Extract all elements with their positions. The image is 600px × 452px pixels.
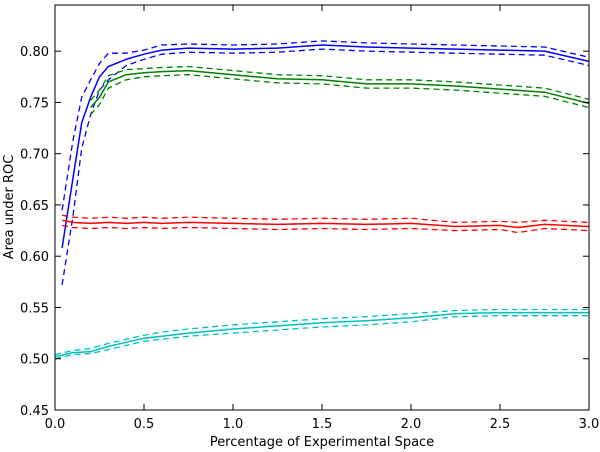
- series-2-upper-line: [61, 214, 590, 224]
- x-tick-label: 1.0: [223, 417, 244, 432]
- series-1-lower-line: [90, 74, 590, 116]
- series-layer: [54, 40, 590, 360]
- series-1-mean-line: [90, 69, 590, 108]
- series-0-mean-line: [61, 44, 590, 249]
- y-tick-label: 0.70: [20, 148, 49, 163]
- x-tick-label: 0.0: [45, 417, 66, 432]
- series-0-upper-line: [61, 40, 590, 211]
- x-tick-label: 2.0: [401, 417, 422, 432]
- x-tick-label: 0.5: [134, 417, 155, 432]
- plot-area: [55, 5, 589, 410]
- plot-frame: [54, 4, 590, 411]
- x-tick-label: 1.5: [312, 417, 333, 432]
- x-axis-label: Percentage of Experimental Space: [210, 435, 434, 450]
- series-2-lower-line: [61, 224, 590, 234]
- series-1-upper-line: [90, 65, 590, 101]
- y-tick-label: 0.65: [20, 199, 49, 214]
- tick-layer: 0.0 0.5 1.0 1.5 2.0 2.5 3.0 0.45 0.50 0.55 0.60 0.6…: [20, 5, 599, 432]
- series-3-mean-line: [54, 311, 589, 358]
- series-3-lower-line: [54, 315, 589, 360]
- series-3-upper-line: [54, 308, 589, 356]
- y-tick-label: 0.75: [20, 96, 49, 111]
- x-tick-label: 3.0: [579, 417, 600, 432]
- series-2-mean-line: [61, 219, 590, 229]
- y-tick-label: 0.60: [20, 250, 49, 265]
- y-axis-label: Area under ROC: [2, 155, 17, 260]
- y-tick-label: 0.45: [20, 404, 49, 419]
- y-tick-label: 0.50: [20, 353, 49, 368]
- y-tick-label: 0.80: [20, 45, 49, 60]
- y-tick-label: 0.55: [20, 301, 49, 316]
- x-tick-label: 2.5: [490, 417, 511, 432]
